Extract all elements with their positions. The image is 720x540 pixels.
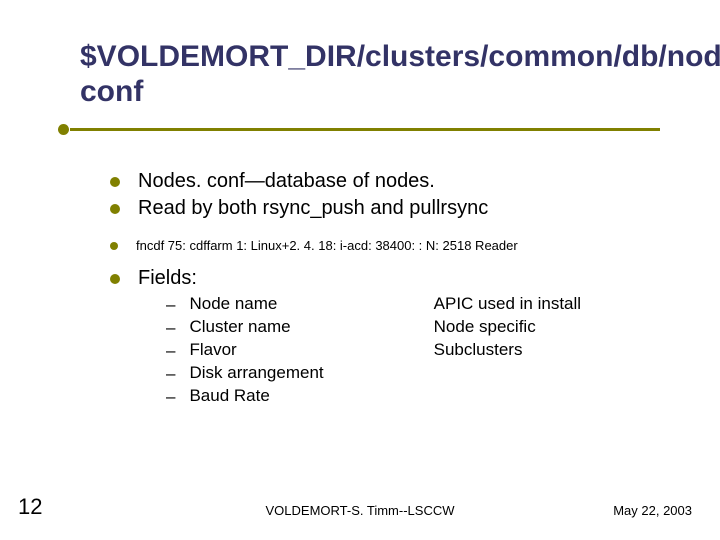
footer-center: VOLDEMORT-S. Timm--LSCCW [0, 503, 720, 518]
right-item: APIC used in install [434, 294, 581, 314]
sub-text: Disk arrangement [189, 363, 323, 383]
sub-item: – Flavor [166, 340, 324, 360]
dash-icon: – [166, 319, 175, 336]
bullet-item: Read by both rsync_push and pullrsync [110, 197, 690, 220]
slide-title: $VOLDEMORT_DIR/clusters/common/db/nodes.… [80, 40, 680, 109]
bullet-text: Nodes. conf—database of nodes. [138, 170, 435, 193]
fields-area: – Node name – Cluster name – Flavor – Di… [110, 294, 690, 409]
sub-text: Cluster name [189, 317, 290, 337]
sub-text: Node name [189, 294, 277, 314]
sub-item: – Node name [166, 294, 324, 314]
bullet-item: Fields: [110, 267, 690, 290]
bullet-item: fncdf 75: cdffarm 1: Linux+2. 4. 18: i-a… [110, 238, 690, 253]
dash-icon: – [166, 388, 175, 405]
dash-icon: – [166, 342, 175, 359]
bullet-icon [110, 274, 120, 284]
sub-text: Baud Rate [189, 386, 269, 406]
sub-item: – Disk arrangement [166, 363, 324, 383]
sub-list-left: – Node name – Cluster name – Flavor – Di… [166, 294, 324, 409]
dash-icon: – [166, 296, 175, 313]
sub-text: Flavor [189, 340, 236, 360]
sub-list-right: APIC used in install Node specific Subcl… [434, 294, 581, 409]
bullet-text: Read by both rsync_push and pullrsync [138, 197, 488, 220]
footer-date: May 22, 2003 [613, 503, 692, 518]
bullet-text: fncdf 75: cdffarm 1: Linux+2. 4. 18: i-a… [136, 238, 518, 253]
bullet-item: Nodes. conf—database of nodes. [110, 170, 690, 193]
bullet-icon [110, 242, 118, 250]
bullet-text: Fields: [138, 267, 197, 290]
sub-item: – Cluster name [166, 317, 324, 337]
accent-line [70, 128, 660, 131]
sub-item: – Baud Rate [166, 386, 324, 406]
bullet-icon [110, 177, 120, 187]
dash-icon: – [166, 365, 175, 382]
bullet-icon [110, 204, 120, 214]
right-item: Subclusters [434, 340, 581, 360]
content-area: Nodes. conf—database of nodes. Read by b… [110, 170, 690, 409]
right-item: Node specific [434, 317, 581, 337]
slide-title-block: $VOLDEMORT_DIR/clusters/common/db/nodes.… [80, 40, 680, 109]
